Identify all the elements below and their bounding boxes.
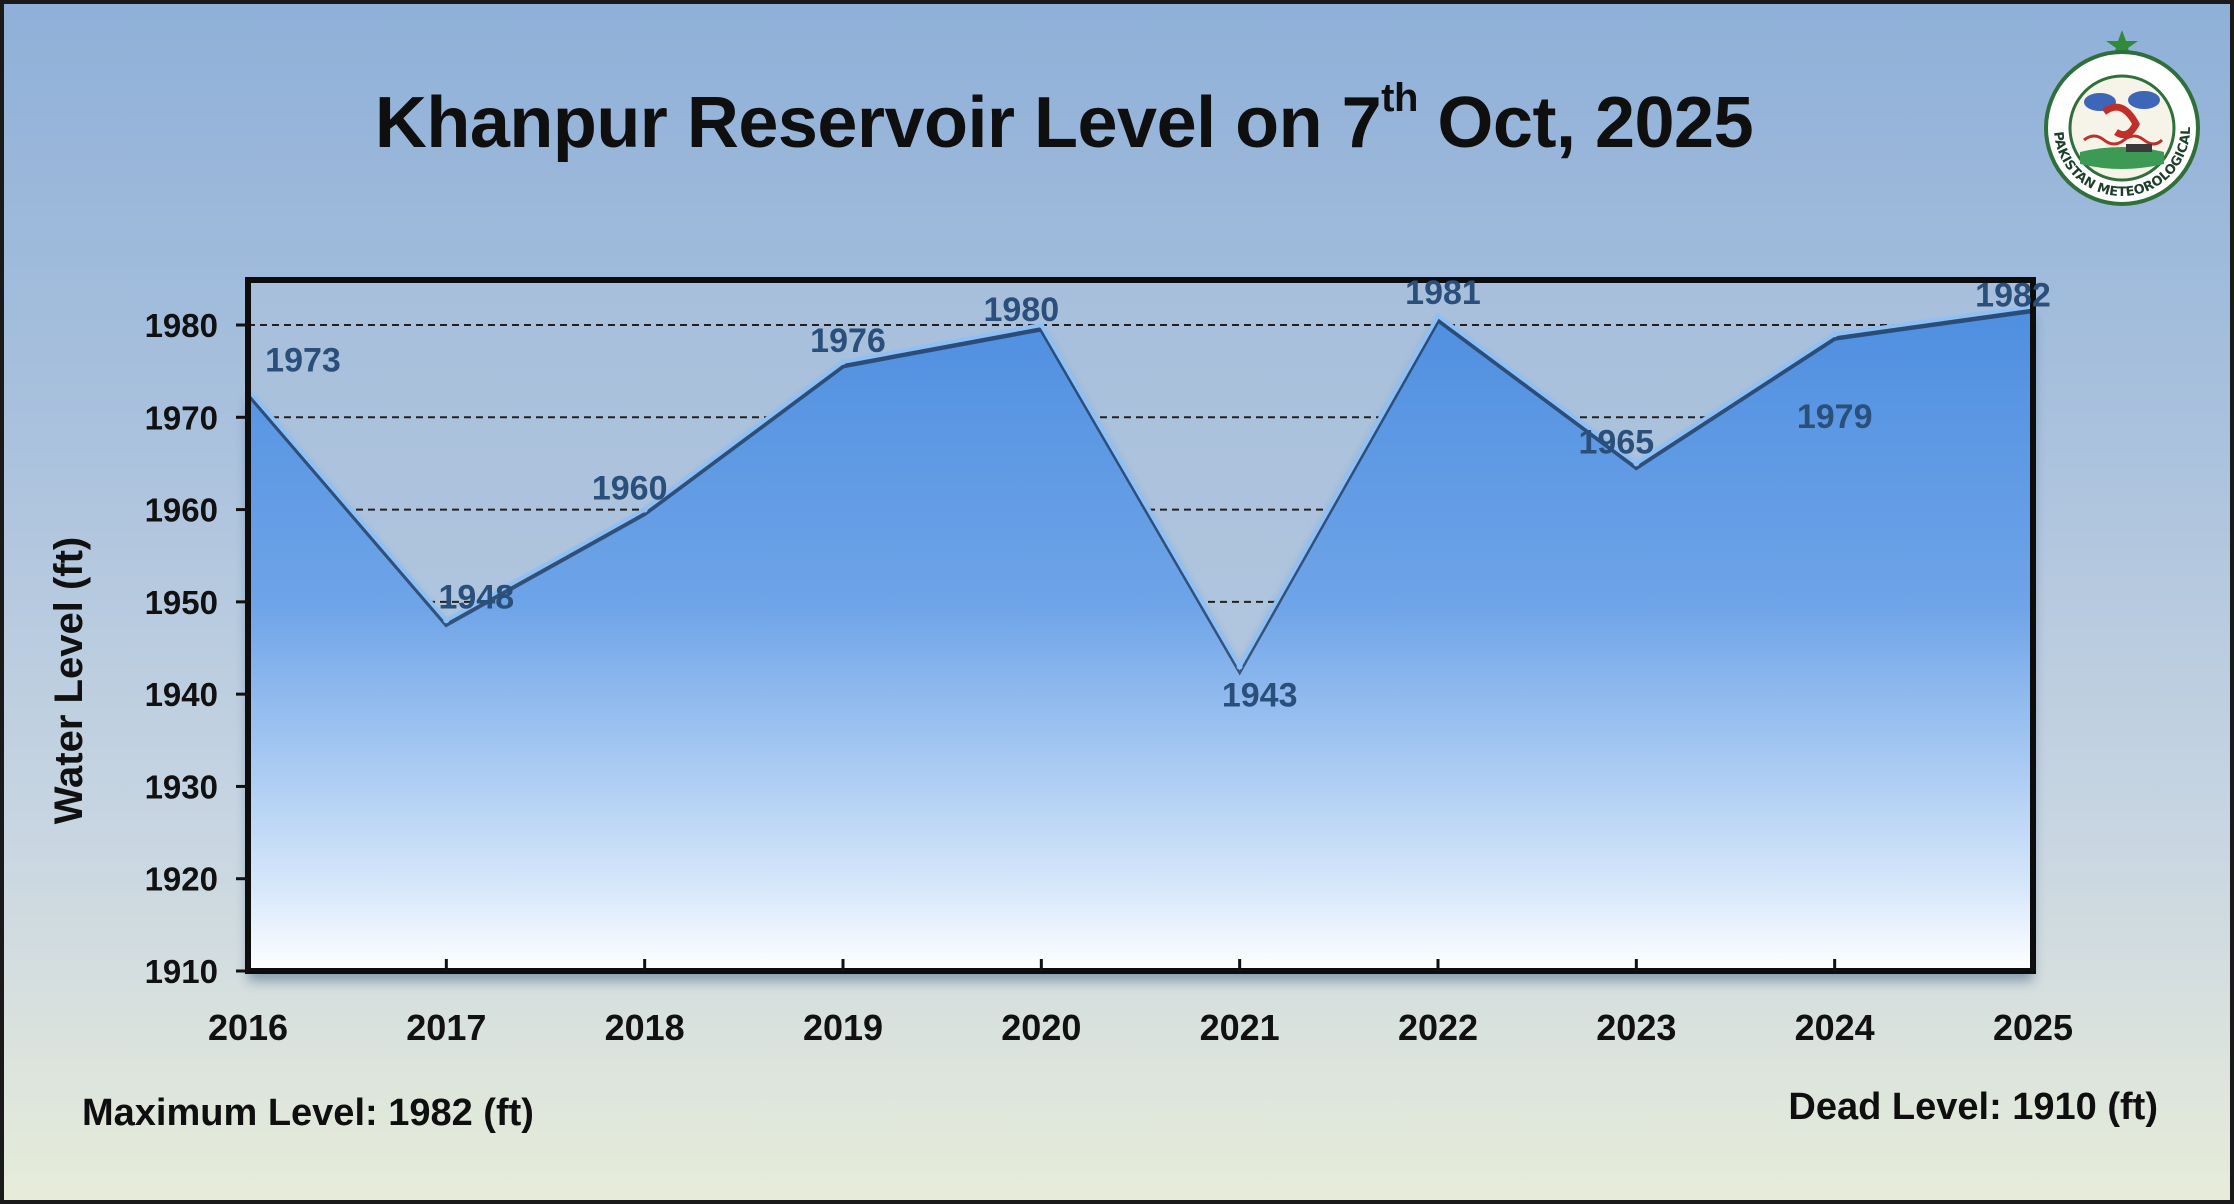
x-tick-label: 2016 bbox=[208, 1007, 288, 1048]
data-point-2020 bbox=[1038, 322, 1045, 328]
y-tick-label: 1940 bbox=[145, 676, 218, 713]
dead-level-note: Dead Level: 1910 (ft) bbox=[1788, 1086, 2158, 1128]
area-line bbox=[246, 304, 2034, 671]
x-tick-label: 2017 bbox=[406, 1007, 486, 1048]
y-tick-label: 1980 bbox=[145, 307, 218, 344]
pmd-emblem-icon: PAKISTAN METEOROLOGICAL DEPARTMENT bbox=[2032, 28, 2200, 206]
x-tick-label: 2021 bbox=[1200, 1007, 1280, 1048]
y-tick-label: 1950 bbox=[145, 584, 218, 621]
data-label-2021: 1943 bbox=[1222, 676, 1298, 714]
data-point-2019 bbox=[840, 358, 846, 365]
data-label-2025: 1982 bbox=[1975, 277, 2051, 315]
y-tick-label: 1920 bbox=[145, 861, 218, 898]
y-tick-label: 1960 bbox=[145, 492, 218, 529]
data-point-2023 bbox=[1633, 460, 1640, 467]
x-tick-label: 2020 bbox=[1001, 1007, 1081, 1048]
data-point-2022 bbox=[1435, 312, 1441, 319]
x-tick-label: 2024 bbox=[1795, 1007, 1875, 1048]
data-label-2024: 1979 bbox=[1797, 398, 1873, 436]
chart-title: Khanpur Reservoir Level on 7th Oct, 2025 bbox=[374, 76, 1754, 163]
x-tick-label: 2019 bbox=[803, 1007, 883, 1048]
y-tick-label: 1930 bbox=[145, 768, 218, 805]
x-tick-label: 2022 bbox=[1398, 1007, 1478, 1048]
y-tick-label: 1910 bbox=[145, 953, 218, 990]
y-axis-title: Water Level (ft) bbox=[47, 537, 91, 824]
data-label-2020: 1980 bbox=[984, 291, 1060, 329]
x-tick-label: 2025 bbox=[1993, 1007, 2073, 1048]
data-label-2017: 1948 bbox=[439, 578, 515, 616]
data-point-2017 bbox=[443, 617, 450, 624]
data-point-2018 bbox=[641, 506, 648, 513]
data-label-2018: 1960 bbox=[592, 470, 668, 508]
area-fill bbox=[248, 306, 2033, 971]
data-point-2024 bbox=[1831, 331, 1838, 338]
x-tick-label: 2023 bbox=[1596, 1007, 1676, 1048]
y-tick-label: 1970 bbox=[145, 399, 218, 436]
data-point-2021 bbox=[1236, 663, 1243, 670]
area-chart: 1910 1920 1930 1940 1950 1960 1970 1980 2016 2017… bbox=[47, 274, 2073, 1048]
maximum-level-note: Maximum Level: 1982 (ft) bbox=[82, 1092, 534, 1134]
plot-border bbox=[245, 277, 2036, 974]
area-edge-shadow bbox=[246, 308, 2034, 676]
data-label-2023: 1965 bbox=[1579, 423, 1655, 461]
data-label-2019: 1976 bbox=[810, 322, 886, 360]
data-label-2016: 1973 bbox=[265, 342, 341, 380]
data-label-2022: 1981 bbox=[1405, 274, 1481, 312]
x-tick-label: 2018 bbox=[605, 1007, 685, 1048]
